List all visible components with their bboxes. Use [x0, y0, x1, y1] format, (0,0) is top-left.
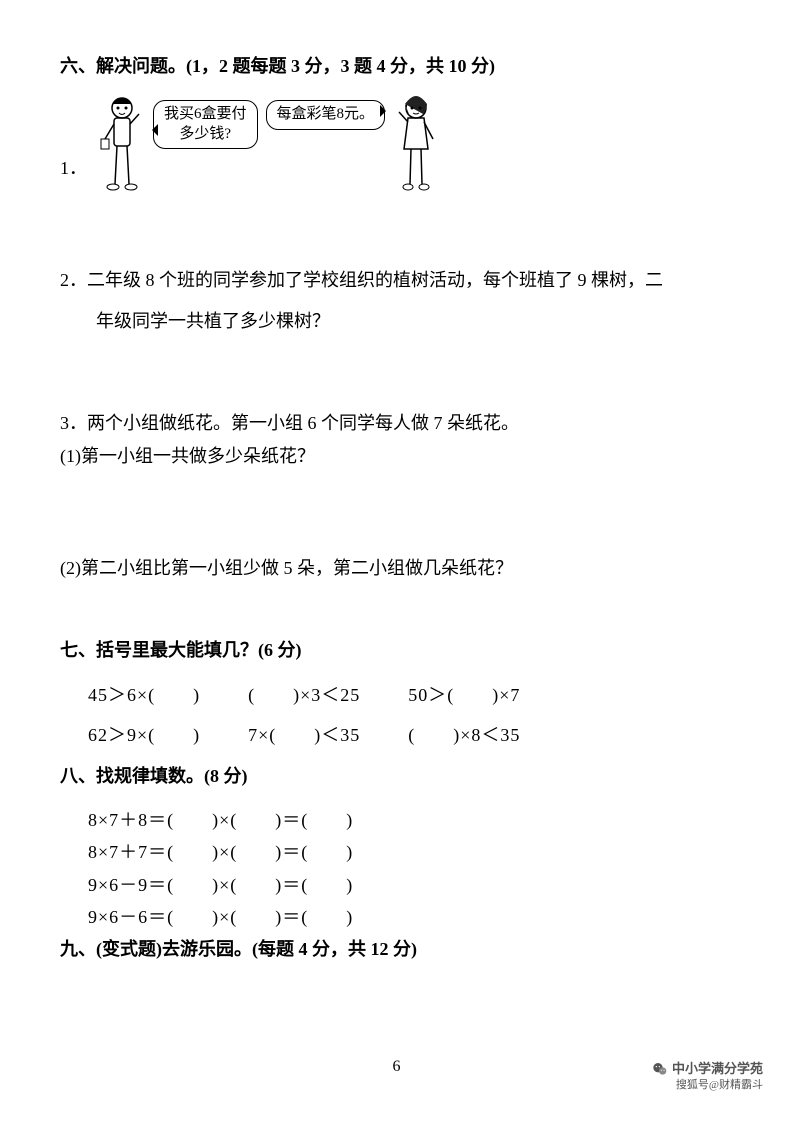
section9-title: 九、(变式题)去游乐园。(每题 4 分，共 12 分) [60, 933, 733, 965]
section7-title: 七、括号里最大能填几？(6 分) [60, 634, 733, 666]
watermark-line1: 中小学满分学苑 [672, 1061, 763, 1078]
boy-illustration [99, 94, 145, 194]
q2-line1: 2．二年级 8 个班的同学参加了学校组织的植树活动，每个班植了 9 棵树，二 [60, 264, 733, 296]
problem-1: 1． 我买6盒要付 多少钱? 每盒彩笔8元。 [60, 94, 733, 194]
q3-intro: 3．两个小组做纸花。第一小组 6 个同学每人做 7 朵纸花。 [60, 407, 733, 439]
problem-2: 2．二年级 8 个班的同学参加了学校组织的植树活动，每个班植了 9 棵树，二 年… [60, 264, 733, 337]
watermark: 中小学满分学苑 搜狐号@财精霸斗 [652, 1061, 763, 1092]
s7-r2-b: 7×( )＜35 [248, 719, 360, 751]
watermark-line2: 搜狐号@财精霸斗 [652, 1078, 763, 1092]
q1-bubble-left: 我买6盒要付 多少钱? [153, 100, 258, 149]
s7-r1-a: 45＞6×( ) [88, 679, 200, 711]
q3-part2: (2)第二小组比第一小组少做 5 朵，第二小组做几朵纸花？ [60, 552, 733, 584]
s8-row2: 9×6－9＝( )×( )＝( ) [88, 869, 733, 901]
q1-number: 1． [60, 152, 87, 194]
s7-r2-a: 62＞9×( ) [88, 719, 200, 751]
section7-row2: 62＞9×( ) 7×( )＜35 ( )×8＜35 [60, 719, 733, 751]
section8-title: 八、找规律填数。(8 分) [60, 760, 733, 792]
s8-row0: 8×7＋8＝( )×( )＝( ) [88, 804, 733, 836]
wechat-icon [652, 1061, 668, 1077]
girl-illustration [393, 94, 439, 194]
section7-row1: 45＞6×( ) ( )×3＜25 50＞( )×7 [60, 679, 733, 711]
q3-part1: (1)第一小组一共做多少朵纸花？ [60, 440, 733, 472]
q1-bubble-left-text: 我买6盒要付 多少钱? [164, 106, 247, 142]
problem-3: 3．两个小组做纸花。第一小组 6 个同学每人做 7 朵纸花。 (1)第一小组一共… [60, 407, 733, 584]
q1-bubble-right-text: 每盒彩笔8元。 [277, 106, 375, 122]
q2-line2: 年级同学一共植了多少棵树？ [60, 305, 733, 337]
s8-row1: 8×7＋7＝( )×( )＝( ) [88, 836, 733, 868]
page-number: 6 [393, 1053, 401, 1082]
section6-title: 六、解决问题。(1，2 题每题 3 分，3 题 4 分，共 10 分) [60, 50, 733, 82]
s7-r1-c: 50＞( )×7 [408, 679, 520, 711]
s7-r2-c: ( )×8＜35 [408, 719, 520, 751]
q1-bubble-right: 每盒彩笔8元。 [266, 100, 386, 130]
s7-r1-b: ( )×3＜25 [248, 679, 360, 711]
s8-row3: 9×6－6＝( )×( )＝( ) [88, 901, 733, 933]
